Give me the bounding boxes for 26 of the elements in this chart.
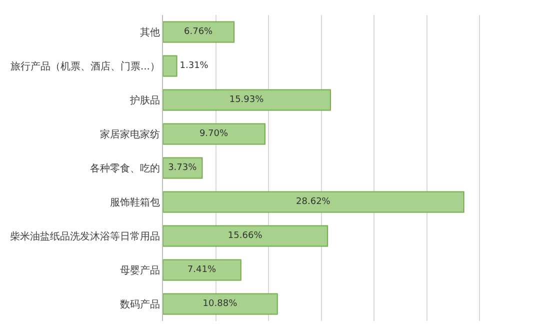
bar <box>163 123 266 145</box>
y-tick-label: 数码产品 <box>120 298 160 310</box>
data-label: 10.88% <box>202 299 238 309</box>
y-tick-label: 旅行产品（机票、酒店、门票...） <box>10 60 160 72</box>
bar <box>163 259 242 281</box>
y-tick-label: 其他 <box>140 26 160 38</box>
bar <box>163 55 178 77</box>
bar <box>163 21 235 43</box>
y-tick-label: 柴米油盐纸品洗发沐浴等日常用品 <box>10 230 160 242</box>
bar <box>163 89 331 111</box>
y-tick-label: 护肤品 <box>129 94 160 106</box>
bar <box>163 293 278 315</box>
y-tick-label: 母婴产品 <box>120 264 160 276</box>
y-tick-label: 服饰鞋箱包 <box>110 196 160 208</box>
bar <box>163 225 328 247</box>
data-label: 28.62% <box>296 197 331 207</box>
data-label: 1.31% <box>180 61 209 71</box>
data-label: 9.70% <box>199 129 228 139</box>
data-label: 15.93% <box>229 95 264 105</box>
y-tick-label: 家居家电家纺 <box>100 128 160 140</box>
y-tick-label: 各种零食、吃的 <box>90 162 160 174</box>
data-label: 6.76% <box>184 27 214 37</box>
data-label: 7.41% <box>187 265 216 275</box>
data-label: 3.73% <box>168 163 198 173</box>
bar <box>163 191 464 213</box>
data-label: 15.66% <box>228 231 263 241</box>
